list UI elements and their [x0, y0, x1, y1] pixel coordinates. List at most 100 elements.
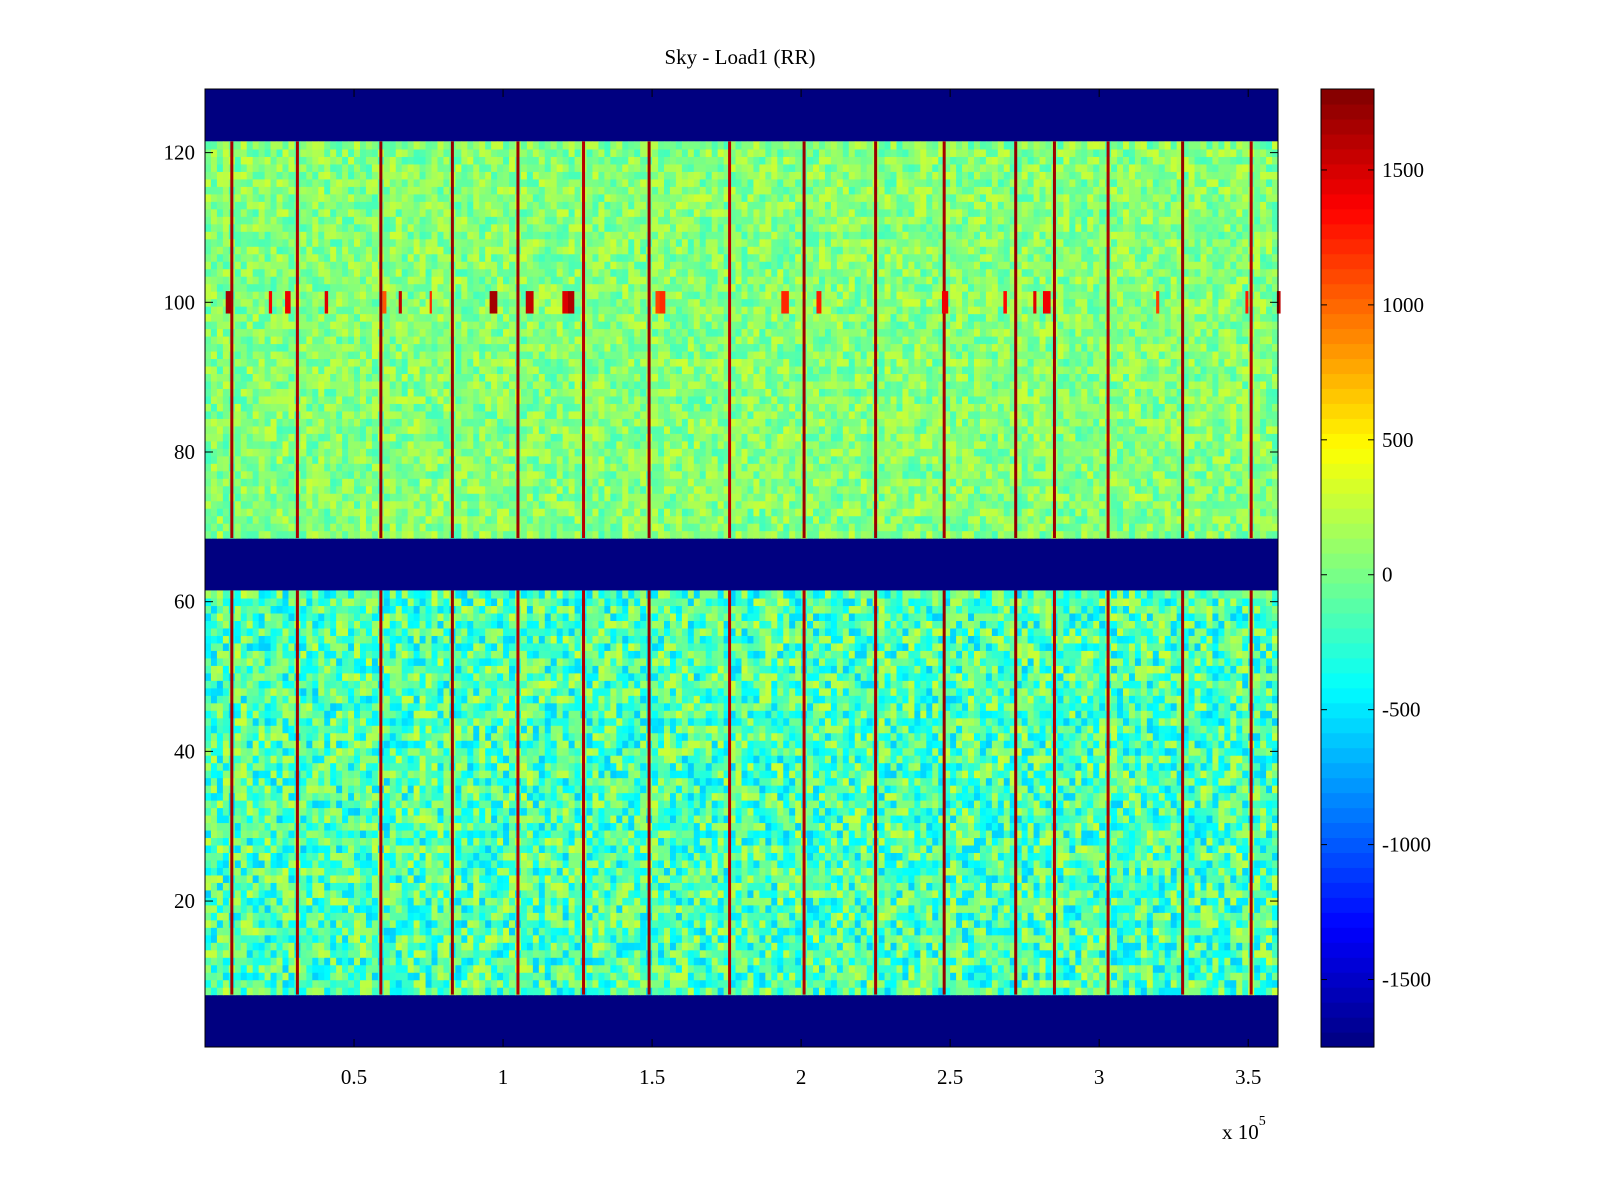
high-value-column: [379, 590, 383, 995]
high-value-column: [874, 590, 878, 995]
colorbar-step: [1321, 89, 1374, 105]
colorbar-step: [1321, 313, 1374, 330]
colorbar-step: [1321, 433, 1374, 449]
colorbar-step: [1321, 1002, 1374, 1018]
y-tick-label: 40: [174, 739, 195, 763]
high-value-columns: [225, 141, 1281, 995]
high-value-patch: [398, 291, 402, 314]
high-value-column: [942, 141, 946, 539]
colorbar-step: [1321, 642, 1374, 659]
high-value-column: [1249, 141, 1253, 539]
x-exponent-power: 5: [1259, 1114, 1266, 1129]
high-value-column: [230, 590, 234, 995]
high-value-column: [516, 141, 520, 539]
colorbar-tick-label: -1000: [1382, 833, 1431, 857]
high-value-patch: [382, 291, 387, 314]
high-value-column: [647, 141, 651, 539]
x-tick-label: 1: [498, 1065, 509, 1089]
x-tick-label: 0.5: [341, 1065, 367, 1089]
high-value-patch: [781, 291, 789, 314]
colorbar: 1500 1000 500 0 -500 -1000 -1500: [1320, 88, 1431, 1048]
colorbar-step: [1321, 987, 1374, 1003]
y-axis: 20 40 60 80 100 120: [164, 141, 1278, 913]
colorbar-step: [1321, 133, 1374, 150]
high-value-column: [728, 141, 732, 539]
colorbar-step: [1321, 867, 1374, 883]
high-value-patch: [1156, 291, 1160, 314]
colorbar-step: [1321, 912, 1374, 928]
data-band: [205, 590, 1279, 996]
high-value-column: [295, 590, 299, 995]
colorbar-step: [1321, 253, 1374, 270]
colorbar-step: [1321, 972, 1374, 988]
high-value-column: [647, 590, 651, 995]
high-value-column: [582, 141, 586, 539]
high-value-patch: [1276, 291, 1281, 314]
colorbar-step: [1321, 822, 1374, 839]
high-value-column: [379, 141, 383, 539]
colorbar-ticks: 1500 1000 500 0 -500 -1000 -1500: [1321, 158, 1431, 992]
high-value-column: [450, 141, 454, 539]
colorbar-step: [1321, 163, 1374, 180]
high-value-patch: [324, 291, 329, 314]
x-exponent-label: x 105: [1222, 1114, 1266, 1144]
colorbar-step: [1321, 283, 1374, 300]
high-value-column: [728, 590, 732, 995]
colorbar-step: [1321, 568, 1374, 584]
high-value-column: [1014, 141, 1018, 539]
colorbar-step: [1321, 927, 1374, 943]
colorbar-step: [1321, 328, 1374, 345]
colorbar-step: [1321, 627, 1374, 644]
masked-band: [205, 994, 1278, 1047]
high-value-patch: [225, 291, 233, 314]
high-value-column: [1052, 590, 1056, 995]
x-tick-label: 3.5: [1235, 1065, 1261, 1089]
high-value-column: [450, 590, 454, 995]
colorbar-step: [1321, 103, 1374, 120]
colorbar-tick-label: -1500: [1382, 968, 1431, 992]
high-value-patch: [562, 291, 568, 314]
colorbar-step: [1321, 478, 1374, 494]
colorbar-step: [1321, 957, 1374, 973]
high-value-column: [1106, 590, 1110, 995]
colorbar-step: [1321, 508, 1374, 524]
colorbar-gradient: [1321, 89, 1374, 1048]
high-value-patch: [1042, 291, 1051, 314]
colorbar-step: [1321, 882, 1374, 898]
colorbar-step: [1321, 493, 1374, 509]
colorbar-step: [1321, 463, 1374, 479]
colorbar-step: [1321, 298, 1374, 315]
chart-title: Sky - Load1 (RR): [664, 45, 815, 69]
colorbar-step: [1321, 448, 1374, 464]
high-value-patch: [1245, 291, 1249, 314]
colorbar-step: [1321, 208, 1374, 225]
x-exponent-base: x 10: [1222, 1120, 1259, 1144]
colorbar-step: [1321, 597, 1374, 614]
high-value-patch: [525, 291, 534, 314]
colorbar-step: [1321, 178, 1374, 195]
x-axis: 0.5 1 1.5 2 2.5 3 3.5: [341, 89, 1261, 1089]
x-tick-label: 3: [1094, 1065, 1105, 1089]
colorbar-step: [1321, 657, 1374, 674]
colorbar-step: [1321, 388, 1374, 404]
y-tick-label: 80: [174, 440, 195, 464]
high-value-patch: [655, 291, 660, 314]
colorbar-step: [1321, 762, 1374, 779]
x-tick-label: 1.5: [639, 1065, 665, 1089]
y-tick-label: 20: [174, 889, 195, 913]
y-tick-label: 60: [174, 590, 195, 614]
colorbar-frame: [1320, 88, 1375, 1048]
colorbar-step: [1321, 807, 1374, 824]
data-band: [205, 141, 1279, 539]
plot-area: [204, 88, 1281, 1048]
high-value-patch: [429, 291, 432, 314]
colorbar-step: [1321, 268, 1374, 285]
colorbar-step: [1321, 702, 1374, 719]
high-value-patch: [567, 291, 575, 314]
colorbar-step: [1321, 612, 1374, 629]
colorbar-tick-label: 1500: [1382, 158, 1424, 182]
colorbar-step: [1321, 897, 1374, 913]
colorbar-step: [1321, 538, 1374, 554]
colorbar-step: [1321, 373, 1374, 389]
